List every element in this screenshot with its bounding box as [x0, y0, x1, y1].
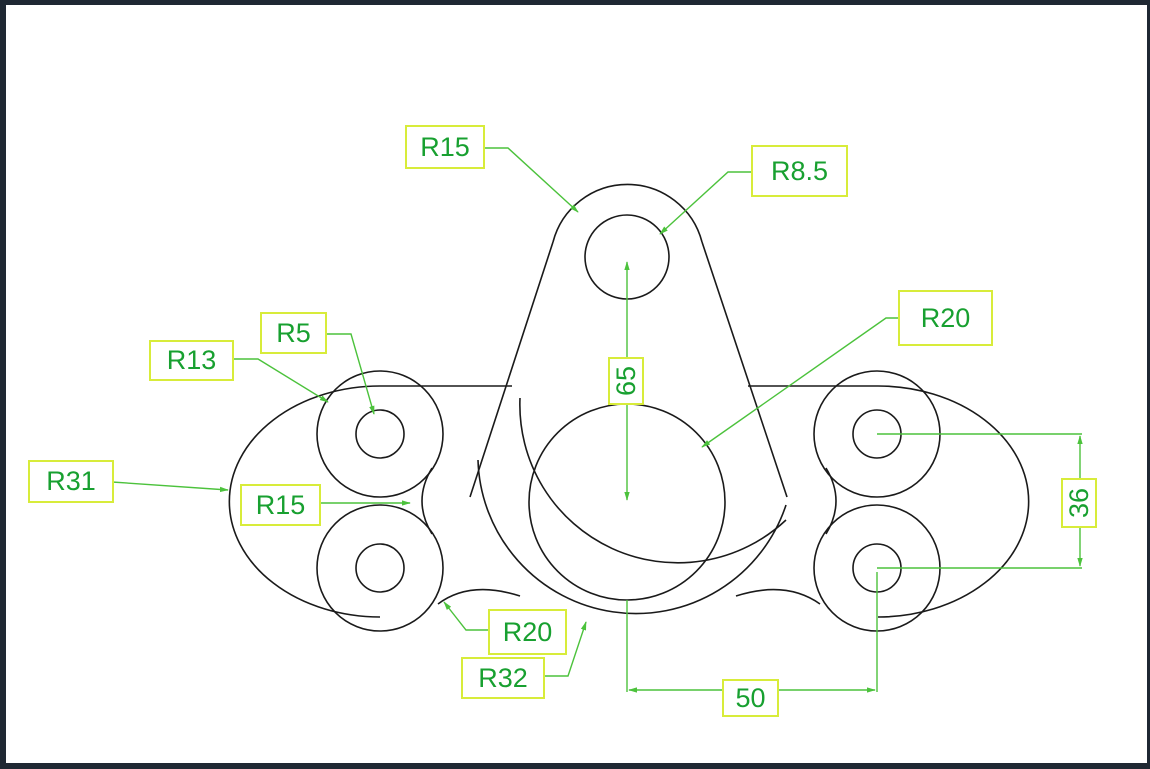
arm-top-arc: [552, 183, 703, 243]
boss-lower-left: [316, 504, 444, 632]
label-r13: R13: [149, 340, 234, 381]
hole-upper-left: [355, 409, 405, 459]
leader-r5: [325, 333, 375, 415]
bottom-fillet-right: [735, 588, 821, 605]
label-r8-5: R8.5: [751, 145, 848, 197]
leader-r8-5: [659, 171, 752, 235]
fillet-left-between-bosses: [421, 467, 433, 535]
fillet-right-between-bosses: [825, 467, 837, 535]
label-r32: R32: [461, 657, 545, 699]
leader-r20-bottom: [443, 601, 492, 631]
boss-upper-left: [316, 370, 444, 498]
label-dim-36: 36: [1061, 478, 1097, 528]
right-lobe-outer-arc: [877, 385, 1030, 618]
leader-r15-top: [484, 147, 579, 213]
bottom-fillet-left: [437, 588, 521, 605]
label-r15-top: R15: [405, 125, 485, 169]
leader-r31: [111, 481, 229, 493]
label-r15-left: R15: [240, 484, 321, 526]
central-body-bottom: [477, 459, 787, 615]
label-r5: R5: [260, 312, 327, 354]
hole-lower-left: [355, 543, 405, 593]
part-outline: [228, 183, 1030, 632]
label-r31: R31: [28, 460, 114, 503]
label-dim-50: 50: [722, 679, 779, 717]
technical-drawing: [111, 147, 1083, 693]
arm-left-edge: [469, 241, 554, 498]
arm-right-edge: [701, 241, 788, 498]
label-r20-right: R20: [898, 290, 993, 346]
left-lobe-outer-arc: [228, 385, 381, 618]
label-r20-bottom: R20: [488, 609, 567, 655]
label-dim-65: 65: [608, 357, 644, 405]
drawing-frame: R15 R8.5 R20 R5 R13 R31 R15 R20 R32 65 3…: [6, 5, 1147, 763]
leader-r13: [233, 358, 329, 403]
leader-r20-right: [701, 317, 900, 448]
leader-r32: [544, 621, 587, 677]
dimension-lines: [111, 147, 1083, 693]
central-body-arc: [519, 397, 787, 564]
